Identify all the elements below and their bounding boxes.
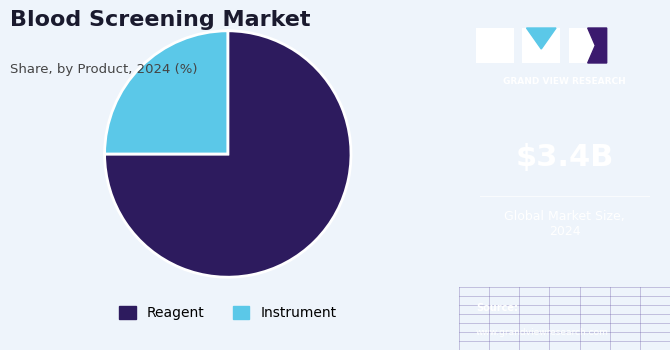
Text: Source:: Source:	[476, 303, 518, 313]
Wedge shape	[105, 31, 351, 277]
FancyBboxPatch shape	[476, 28, 514, 63]
Wedge shape	[105, 31, 228, 154]
Text: Global Market Size,
2024: Global Market Size, 2024	[504, 210, 625, 238]
Text: GRAND VIEW RESEARCH: GRAND VIEW RESEARCH	[503, 77, 626, 86]
FancyBboxPatch shape	[523, 28, 560, 63]
Text: Share, by Product, 2024 (%): Share, by Product, 2024 (%)	[10, 63, 198, 76]
Legend: Reagent, Instrument: Reagent, Instrument	[114, 301, 342, 326]
Text: www.grandviewresearch.com: www.grandviewresearch.com	[476, 328, 609, 337]
Text: Blood Screening Market: Blood Screening Market	[10, 10, 311, 30]
Polygon shape	[588, 28, 607, 63]
Text: $3.4B: $3.4B	[515, 143, 614, 172]
FancyBboxPatch shape	[569, 28, 607, 63]
Polygon shape	[527, 28, 556, 49]
